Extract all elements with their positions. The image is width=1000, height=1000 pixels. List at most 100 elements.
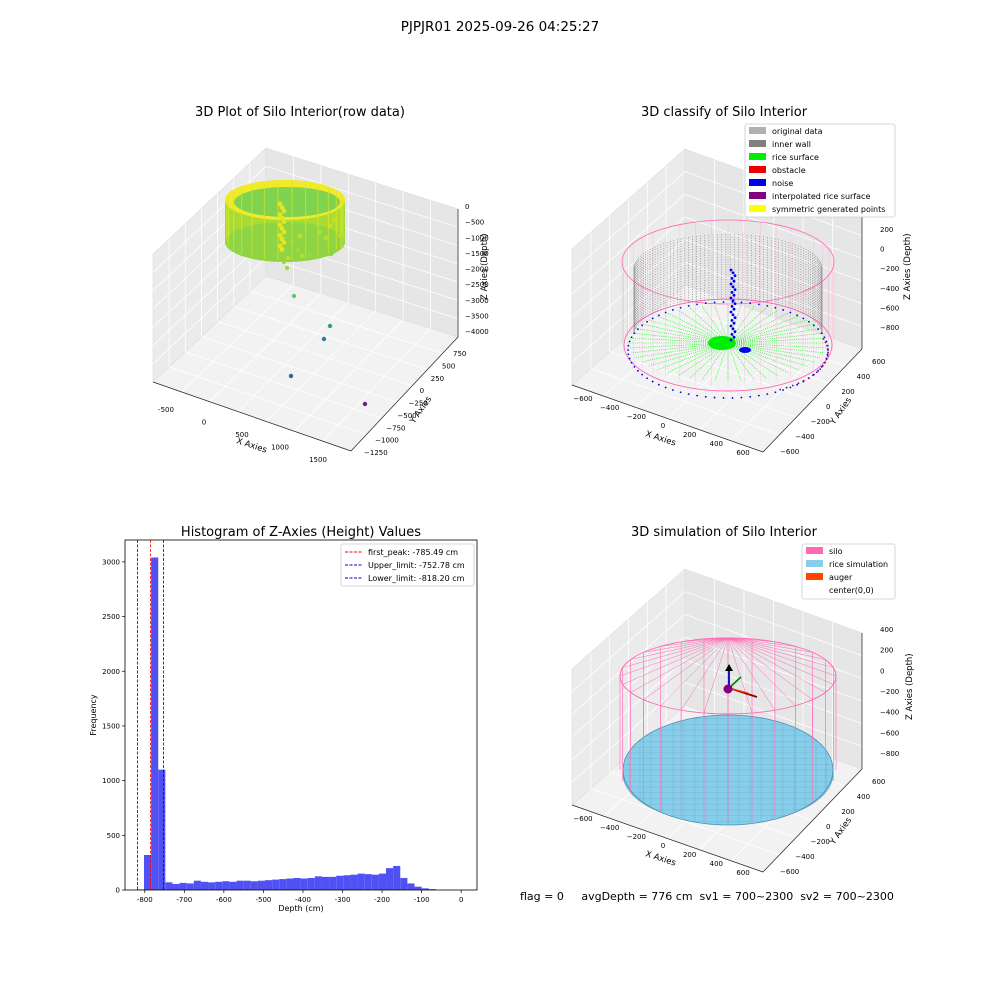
- noise-point: [729, 310, 733, 314]
- grid-line: [294, 319, 404, 432]
- point: [281, 229, 287, 235]
- point: [279, 215, 285, 221]
- silo-roof-wire: [660, 637, 729, 706]
- point: [281, 259, 287, 265]
- histogram-bar: [378, 873, 387, 890]
- noise-point: [733, 274, 737, 277]
- noise-point: [730, 333, 734, 336]
- x-tick-raw: 1500: [309, 456, 327, 464]
- panel-title-classify: 3D classify of Silo Interior: [641, 105, 808, 120]
- histogram-bar: [386, 868, 394, 890]
- panel-simulation: 3D simulation of Silo Interior −600−400−…: [571, 525, 915, 877]
- noise-point: [672, 389, 674, 391]
- legend-swatch: [749, 127, 766, 134]
- legend-swatch: [749, 153, 766, 160]
- noise-point: [657, 314, 660, 317]
- z-ticks-simulation: 400 200 0 −200 −400 −600 −800: [880, 626, 899, 758]
- noise-point: [766, 304, 769, 307]
- grid-line: [233, 305, 428, 370]
- interpolated-point: [826, 348, 829, 350]
- noise-point: [732, 335, 736, 339]
- noise-point: [774, 391, 777, 394]
- legend-swatch: [749, 205, 766, 212]
- noise-point: [687, 304, 690, 307]
- point: [327, 223, 333, 229]
- y-axis-label-simulation: Y Axies: [828, 815, 855, 847]
- noise-point: [696, 303, 698, 306]
- x-tick-label: -500: [255, 896, 271, 904]
- noise-point: [646, 320, 648, 323]
- histogram-bar: [151, 557, 159, 890]
- noise-point: [733, 302, 737, 305]
- histogram-bar: [336, 875, 344, 890]
- silo-roof-wire: [703, 637, 729, 640]
- histogram-bar: [307, 877, 315, 890]
- legend-classify: original data inner wall rice surface obsta…: [744, 123, 896, 218]
- noise-point: [731, 327, 735, 331]
- noise-point: [729, 296, 733, 300]
- legend-swatch: [806, 560, 823, 567]
- y-tick-label: 500: [107, 832, 120, 840]
- point: [279, 247, 285, 252]
- silo-roof-wire: [643, 637, 729, 700]
- x-tick-classify: 600: [736, 449, 749, 457]
- x-tick-simulation: −600: [573, 815, 592, 823]
- grid-line: [571, 171, 686, 272]
- z-ticks-classify: 200 0 −200 −400 −600 −800: [880, 226, 899, 332]
- histogram-bars: [136, 557, 436, 890]
- y-tick-classify: 600: [872, 358, 885, 366]
- histogram-bar: [236, 880, 244, 890]
- noise-point: [740, 396, 743, 399]
- grid-line: [265, 257, 459, 320]
- z-tick-simulation: −200: [880, 688, 899, 696]
- y-tick-classify: −400: [795, 433, 814, 441]
- histogram-bar: [165, 882, 173, 890]
- point: [327, 323, 333, 329]
- legend-entry: noise: [772, 179, 793, 188]
- y-tick-label: 2500: [102, 613, 120, 621]
- grid-line: [265, 165, 459, 228]
- silo-roof-wire: [622, 637, 729, 668]
- x-tick-label: -300: [335, 896, 351, 904]
- y-axis-label-classify: Y Axies: [828, 395, 855, 427]
- grid-line: [209, 293, 322, 403]
- x-tick-simulation: 200: [683, 851, 696, 859]
- histogram-bar: [279, 879, 287, 890]
- z-tick-raw: −3000: [465, 297, 489, 305]
- point: [279, 226, 285, 231]
- x-tick-label: -400: [295, 896, 311, 904]
- interpolated-point: [824, 361, 826, 364]
- noise-point: [730, 291, 734, 294]
- point: [328, 251, 334, 257]
- silo-roof-wire: [619, 637, 729, 677]
- histogram-bar: [329, 876, 337, 890]
- y-ticks-histogram: 0 500 1000 1500 2000 2500 3000: [102, 558, 125, 895]
- noise-point: [722, 397, 725, 399]
- point: [291, 293, 297, 299]
- noise-cluster: [739, 347, 751, 353]
- panel-raw-data: 3D Plot of Silo Interior(row data) -500 0…: [152, 105, 490, 464]
- z-tick-raw: −1500: [465, 250, 489, 258]
- x-axis-line: [152, 381, 352, 452]
- noise-point: [732, 279, 736, 283]
- silo-roof-wire: [727, 637, 813, 700]
- histogram-bar: [321, 876, 330, 890]
- noise-point: [749, 395, 752, 398]
- point: [277, 201, 283, 207]
- z-tick-simulation: −600: [880, 729, 899, 737]
- z-tick-simulation: −800: [880, 750, 899, 758]
- x-tick-simulation: −400: [600, 824, 619, 832]
- rice-surface-points: [727, 332, 825, 344]
- histogram-bar: [400, 877, 408, 890]
- noise-point: [733, 288, 737, 291]
- noise-point: [646, 377, 648, 380]
- point: [279, 205, 285, 210]
- z-tick-raw: 0: [465, 203, 469, 211]
- point: [281, 240, 287, 245]
- x-axis-line: [571, 384, 764, 453]
- x-tick-classify: 400: [710, 440, 723, 448]
- noise-point: [796, 314, 799, 317]
- rice-surface-points: [641, 342, 729, 363]
